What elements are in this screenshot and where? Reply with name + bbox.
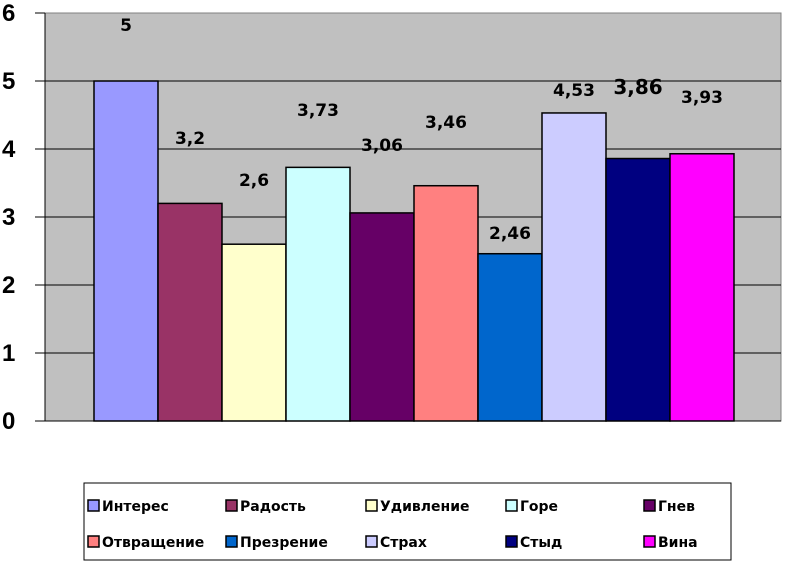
- legend-label: Радость: [240, 499, 306, 515]
- legend-label: Удивление: [380, 499, 470, 515]
- data-label: 4,53: [553, 81, 595, 101]
- bar-6: [413, 184, 479, 422]
- bar-4: [285, 166, 351, 422]
- legend-swatch: [365, 535, 378, 548]
- legend-label: Горе: [520, 499, 558, 515]
- y-tick-label: 5: [2, 68, 15, 95]
- bar-9: [605, 157, 671, 422]
- data-label: 3,06: [361, 136, 403, 156]
- data-label: 2,46: [489, 224, 531, 244]
- bar-5: [349, 212, 415, 422]
- bar-8: [541, 112, 607, 422]
- y-tick-label: 2: [2, 272, 15, 299]
- y-tick-label: 0: [2, 408, 15, 435]
- legend: Интерес Радость Удивление Горе Гнев Отвращени…: [87, 499, 698, 551]
- y-tick-label: 4: [2, 136, 16, 163]
- legend-label: Вина: [658, 535, 698, 551]
- data-label: 3,46: [425, 113, 467, 133]
- y-tick-label: 1: [2, 340, 15, 367]
- legend-label: Гнев: [658, 499, 695, 515]
- legend-label: Презрение: [240, 535, 328, 551]
- legend-swatch: [505, 535, 518, 548]
- data-label: 3,86: [613, 75, 662, 99]
- legend-swatch: [225, 535, 238, 548]
- legend-swatch: [87, 499, 100, 512]
- legend-label: Интерес: [102, 499, 169, 515]
- legend-label: Стыд: [520, 535, 562, 551]
- bar-1: [93, 80, 159, 422]
- data-label: 3,93: [681, 88, 723, 108]
- bar-10: [669, 153, 735, 422]
- legend-swatch: [225, 499, 238, 512]
- legend-swatch: [505, 499, 518, 512]
- bar-7: [477, 252, 543, 422]
- y-tick-label: 6: [2, 0, 15, 27]
- legend-label: Страх: [380, 535, 427, 551]
- data-label: 2,6: [239, 171, 269, 191]
- data-label: 3,73: [297, 101, 339, 121]
- legend-swatch: [643, 499, 656, 512]
- legend-label: Отвращение: [102, 535, 204, 551]
- y-tick-label: 3: [2, 204, 15, 231]
- legend-swatch: [87, 535, 100, 548]
- legend-box: [83, 482, 732, 561]
- legend-swatch: [365, 499, 378, 512]
- legend-swatch: [643, 535, 656, 548]
- data-label: 5: [120, 16, 132, 36]
- data-label: 3,2: [175, 129, 205, 149]
- bar-3: [221, 243, 287, 422]
- bar-2: [157, 202, 223, 422]
